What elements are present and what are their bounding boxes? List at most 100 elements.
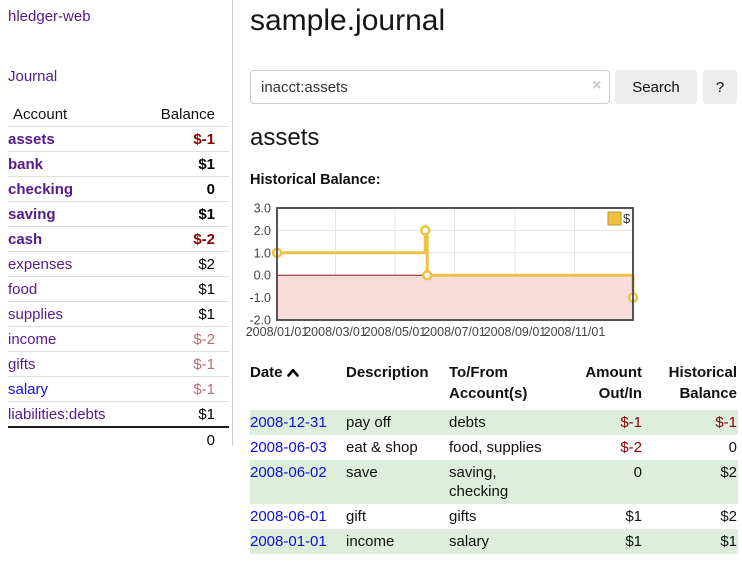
sidebar-account-link[interactable]: saving <box>8 205 56 223</box>
search-input[interactable] <box>250 70 610 104</box>
transaction-amount: $1 <box>625 508 642 525</box>
account-row: assets $-1 <box>8 127 229 152</box>
column-header-date[interactable]: Date <box>250 360 346 410</box>
account-balance: $1 <box>138 401 229 427</box>
account-row: supplies $1 <box>8 301 229 327</box>
account-row: income $-2 <box>8 326 229 352</box>
transaction-description: gift <box>346 508 367 525</box>
transaction-amount: $-2 <box>620 439 642 456</box>
account-row: cash $-2 <box>8 226 229 252</box>
sidebar-account-link[interactable]: supplies <box>8 305 64 323</box>
chart-title: Historical Balance: <box>250 172 381 188</box>
account-balance: $1 <box>138 201 229 227</box>
register-table: Date Description To/From Account(s) Amou… <box>250 360 738 554</box>
column-header-accounts: To/From Account(s) <box>449 364 528 402</box>
account-row: expenses $2 <box>8 251 229 277</box>
transaction-balance: $2 <box>643 460 738 504</box>
transaction-description: income <box>346 529 449 554</box>
account-row: checking 0 <box>8 176 229 202</box>
transaction-description: pay off <box>346 410 449 435</box>
account-balance: $2 <box>138 251 229 277</box>
chart-canvas: $3.0 2.0 1.0 0.0 -1.0 -2.02008/01/012008/03/0… <box>246 202 639 339</box>
transaction-amount: 0 <box>557 460 643 504</box>
accounts-table: Account Balance assets $-1 bank $1 checking 0… <box>8 102 229 452</box>
sidebar-account-link[interactable]: cash <box>8 230 43 248</box>
register-row: 2008-01-01 income salary $1 $1 <box>250 529 738 554</box>
accounts-total-value: 0 <box>138 426 229 452</box>
accounts-rows: assets $-1 bank $1 checking 0 saving $1 cash $-2 e… <box>8 127 229 427</box>
svg-text:2008/11/01: 2008/11/01 <box>544 325 606 339</box>
svg-text:-2.0: -2.0 <box>249 314 271 328</box>
transaction-balance: $1 <box>643 529 738 554</box>
svg-text:$: $ <box>623 211 631 226</box>
accounts-header-row: Account Balance <box>8 102 229 127</box>
transaction-accounts: saving, checking <box>449 460 557 504</box>
register-row: 2008-06-01 gift gifts $1 $2 <box>250 504 738 529</box>
account-balance: $-2 <box>138 326 229 352</box>
transaction-date-link[interactable]: 2008-06-02 <box>250 464 327 481</box>
column-header-amount: Amount Out/In <box>585 364 642 402</box>
svg-text:0.0: 0.0 <box>254 269 271 283</box>
transaction-date-link[interactable]: 2008-06-01 <box>250 508 327 525</box>
svg-text:2008/09/01: 2008/09/01 <box>484 325 547 339</box>
transaction-description: eat & shop <box>346 439 418 456</box>
register-header-row: Date Description To/From Account(s) Amou… <box>250 360 738 410</box>
page-title: sample.journal <box>250 4 446 37</box>
transaction-accounts: debts <box>449 410 557 435</box>
svg-text:2.0: 2.0 <box>254 224 271 238</box>
transaction-date-link[interactable]: 2008-06-03 <box>250 439 327 456</box>
svg-text:2008/01/01: 2008/01/01 <box>246 325 309 339</box>
transaction-amount: $1 <box>557 529 643 554</box>
account-row: food $1 <box>8 276 229 302</box>
svg-text:3.0: 3.0 <box>254 202 271 216</box>
account-row: salary $-1 <box>8 376 229 402</box>
transaction-balance: $2 <box>720 508 737 525</box>
historical-balance-chart: $3.0 2.0 1.0 0.0 -1.0 -2.0 2008/01/01 2008/03/0… <box>245 198 742 348</box>
account-balance: $-1 <box>138 376 229 402</box>
svg-text:-1.0: -1.0 <box>249 291 271 305</box>
account-balance: $1 <box>138 151 229 177</box>
sidebar-account-link[interactable]: gifts <box>8 355 36 373</box>
account-row: liabilities:debts $1 <box>8 401 229 427</box>
balance-column-header: Balance <box>138 102 229 127</box>
sidebar-account-link[interactable]: liabilities:debts <box>8 405 106 423</box>
sidebar-account-link[interactable]: checking <box>8 180 74 198</box>
clear-search-icon[interactable]: × <box>592 77 602 94</box>
app-title-link[interactable]: hledger-web <box>8 8 91 25</box>
transaction-balance: $-1 <box>643 410 738 435</box>
accounts-total-row: 0 <box>8 426 229 452</box>
transaction-amount: $-1 <box>557 410 643 435</box>
register-rows: 2008-12-31 pay off debts $-1 $-1 2008-06-03 ea… <box>250 410 738 554</box>
register-row: 2008-06-02 save saving, checking 0 $2 <box>250 460 738 504</box>
transaction-accounts: food, supplies <box>449 439 542 456</box>
sidebar: hledger-web Journal Account Balance asse… <box>0 0 233 452</box>
sidebar-account-link[interactable]: expenses <box>8 255 73 273</box>
account-row: gifts $-1 <box>8 351 229 377</box>
transaction-balance: 0 <box>728 439 737 456</box>
svg-text:2008/03/01: 2008/03/01 <box>304 325 367 339</box>
sidebar-account-link[interactable]: salary <box>8 380 49 398</box>
help-button[interactable]: ? <box>703 70 737 104</box>
sidebar-account-link[interactable]: food <box>8 280 38 298</box>
register-row: 2008-12-31 pay off debts $-1 $-1 <box>250 410 738 435</box>
sidebar-account-link[interactable]: bank <box>8 155 44 173</box>
svg-text:2008/05/01: 2008/05/01 <box>364 325 427 339</box>
date-header-label: Date <box>250 364 283 381</box>
account-balance: $1 <box>138 301 229 327</box>
transaction-accounts: gifts <box>449 508 477 525</box>
account-balance: $1 <box>138 276 229 302</box>
sidebar-item-journal[interactable]: Journal <box>8 68 58 85</box>
account-balance: $-2 <box>138 226 229 252</box>
search-button[interactable]: Search <box>615 70 697 104</box>
account-balance: 0 <box>138 176 229 202</box>
account-balance: $-1 <box>193 130 215 148</box>
transaction-date-link[interactable]: 2008-12-31 <box>250 414 327 431</box>
register-row: 2008-06-03 eat & shop food, supplies $-2 0 <box>250 435 738 460</box>
transaction-date-link[interactable]: 2008-01-01 <box>250 533 327 550</box>
transaction-accounts: salary <box>449 529 557 554</box>
account-balance: $-1 <box>138 351 229 377</box>
sidebar-account-link[interactable]: income <box>8 330 57 348</box>
transaction-description: save <box>346 460 449 504</box>
sidebar-account-link[interactable]: assets <box>8 130 55 148</box>
